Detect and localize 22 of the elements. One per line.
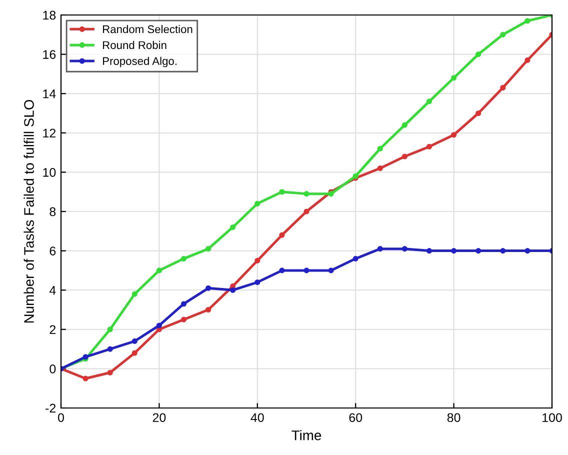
x-tick-label: 0: [58, 413, 64, 422]
y-tick-label: 12: [43, 128, 56, 138]
x-axis-title: Time: [292, 430, 322, 440]
y-tick-label: 10: [43, 168, 56, 177]
x-tick-label: 80: [447, 413, 460, 422]
x-tick-label: 20: [152, 413, 166, 422]
y-tick-label: 2: [50, 325, 56, 334]
y-tick-label: 6: [50, 246, 56, 256]
legend-label: Random Selection: [103, 25, 192, 34]
x-tick-label: 60: [349, 413, 362, 422]
x-tick-label: 100: [542, 413, 562, 422]
y-tick-label: -2: [46, 404, 56, 413]
y-tick-label: 18: [43, 10, 56, 20]
y-tick-label: 8: [50, 207, 56, 216]
y-tick-label: 14: [43, 90, 56, 98]
x-tick-label: 40: [250, 413, 264, 422]
y-tick-label: 16: [43, 50, 56, 59]
legend-label: Proposed Algo.: [103, 56, 176, 68]
y-tick-label: 4: [49, 286, 56, 295]
legend-label: Round Robin: [103, 40, 166, 50]
y-tick-label: 0: [50, 364, 56, 374]
y-axis-title: Number of Tasks Failed to fulfill SLO: [24, 100, 34, 323]
